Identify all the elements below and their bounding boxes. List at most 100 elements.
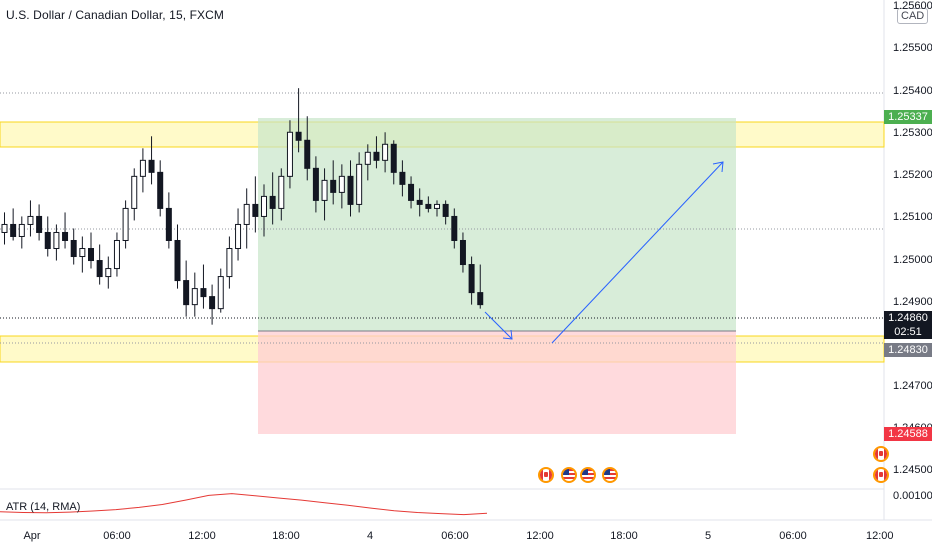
canada-flag-icon[interactable]: [873, 446, 889, 462]
candle-up: [382, 143, 389, 161]
candle-down: [459, 239, 466, 266]
candle-down: [347, 175, 354, 205]
candle-up: [191, 288, 198, 306]
candle-up: [122, 207, 129, 241]
time-tick: 12:00: [866, 530, 894, 542]
entry-price-tag: 1.24830: [884, 343, 932, 357]
candle-up: [27, 215, 34, 225]
candle-down: [157, 171, 164, 209]
time-tick: 4: [366, 530, 374, 542]
candle-up: [131, 175, 138, 209]
candlestick-series: [1, 88, 484, 325]
candle-down: [165, 207, 172, 241]
canada-flag-icon[interactable]: [873, 467, 889, 483]
candle-down: [304, 139, 311, 169]
atr-indicator-line: [0, 493, 488, 516]
candle-up: [434, 203, 440, 209]
candle-up: [1, 223, 8, 233]
atr-axis-tick: 0.00100: [893, 490, 932, 502]
candle-up: [243, 203, 250, 225]
candle-down: [252, 203, 259, 217]
time-tick: 12:00: [526, 530, 554, 542]
us-flag-icon[interactable]: [602, 467, 618, 483]
candle-down: [295, 131, 302, 141]
time-tick: 18:00: [610, 530, 638, 542]
time-tick: 18:00: [272, 530, 300, 542]
current-price-value: 1.24860: [888, 312, 928, 324]
target-price-tag: 1.25337: [884, 110, 932, 124]
projection-arrowhead-up: [712, 161, 724, 173]
candle-down: [36, 215, 43, 233]
candle-down: [442, 203, 449, 217]
candle-up: [261, 195, 267, 217]
candle-up: [18, 223, 25, 237]
candle-up: [356, 163, 363, 205]
current-price-tag: 1.24860 02:51: [884, 311, 932, 339]
candle-down: [312, 167, 319, 201]
candle-up: [286, 131, 293, 177]
candle-down: [209, 296, 216, 310]
candle-up: [278, 175, 285, 209]
candle-up: [226, 248, 233, 278]
time-tick: 12:00: [188, 530, 216, 542]
price-tick: 1.24700: [893, 380, 932, 392]
canada-flag-icon[interactable]: [538, 467, 554, 483]
time-tick: 06:00: [441, 530, 469, 542]
candle-down: [148, 159, 155, 173]
candle-down: [200, 288, 207, 298]
price-tick: 1.24900: [893, 296, 932, 308]
price-tick: 1.25000: [893, 254, 932, 266]
bar-countdown: 02:51: [894, 326, 922, 338]
us-flag-icon[interactable]: [580, 467, 596, 483]
us-flag-icon[interactable]: [561, 467, 577, 483]
price-tick: 1.25300: [893, 127, 932, 139]
projection-arrowhead-down: [502, 329, 513, 340]
time-tick: 06:00: [103, 530, 131, 542]
long-position-profit-area[interactable]: [258, 118, 736, 331]
price-tick: 1.25600: [893, 0, 932, 12]
currency-badge[interactable]: CAD: [897, 8, 929, 24]
candle-up: [53, 231, 60, 250]
candle-down: [70, 239, 77, 258]
candle-up: [139, 159, 146, 177]
symbol-title[interactable]: U.S. Dollar / Canadian Dollar, 15, FXCM: [6, 8, 224, 22]
candle-up: [235, 223, 242, 250]
price-tick: 1.24500: [893, 464, 932, 476]
candle-down: [88, 248, 94, 262]
candle-down: [468, 264, 475, 294]
candle-up: [79, 248, 86, 258]
time-tick: 5: [704, 530, 712, 542]
stop-price-tag: 1.24588: [884, 427, 932, 441]
price-tick: 1.25100: [893, 211, 932, 223]
candle-down: [399, 171, 406, 185]
candle-up: [338, 175, 345, 193]
price-tick: 1.25500: [893, 42, 932, 54]
projection-arrow[interactable]: [484, 161, 724, 344]
candle-down: [451, 215, 458, 241]
projection-path: [484, 311, 513, 340]
candle-down: [269, 195, 276, 209]
candle-up: [364, 151, 371, 165]
indicator-title[interactable]: ATR (14, RMA): [6, 501, 81, 513]
candle-down: [390, 143, 397, 173]
candle-down: [10, 223, 17, 237]
candle-down: [174, 239, 181, 282]
candle-down: [62, 231, 69, 241]
long-position-loss-area[interactable]: [258, 331, 736, 434]
candle-down: [96, 260, 103, 278]
candle-down: [330, 179, 337, 193]
candle-up: [217, 276, 224, 310]
candle-down: [425, 203, 432, 209]
candle-up: [113, 239, 120, 270]
candle-down: [183, 280, 190, 306]
time-tick: 06:00: [779, 530, 807, 542]
price-tick: 1.25400: [893, 85, 932, 97]
candle-down: [408, 183, 415, 201]
candle-down: [44, 231, 51, 250]
candle-down: [373, 151, 380, 161]
projection-up-line: [551, 161, 724, 344]
candle-down: [477, 292, 484, 306]
candle-up: [105, 268, 112, 278]
candle-down: [416, 199, 423, 205]
